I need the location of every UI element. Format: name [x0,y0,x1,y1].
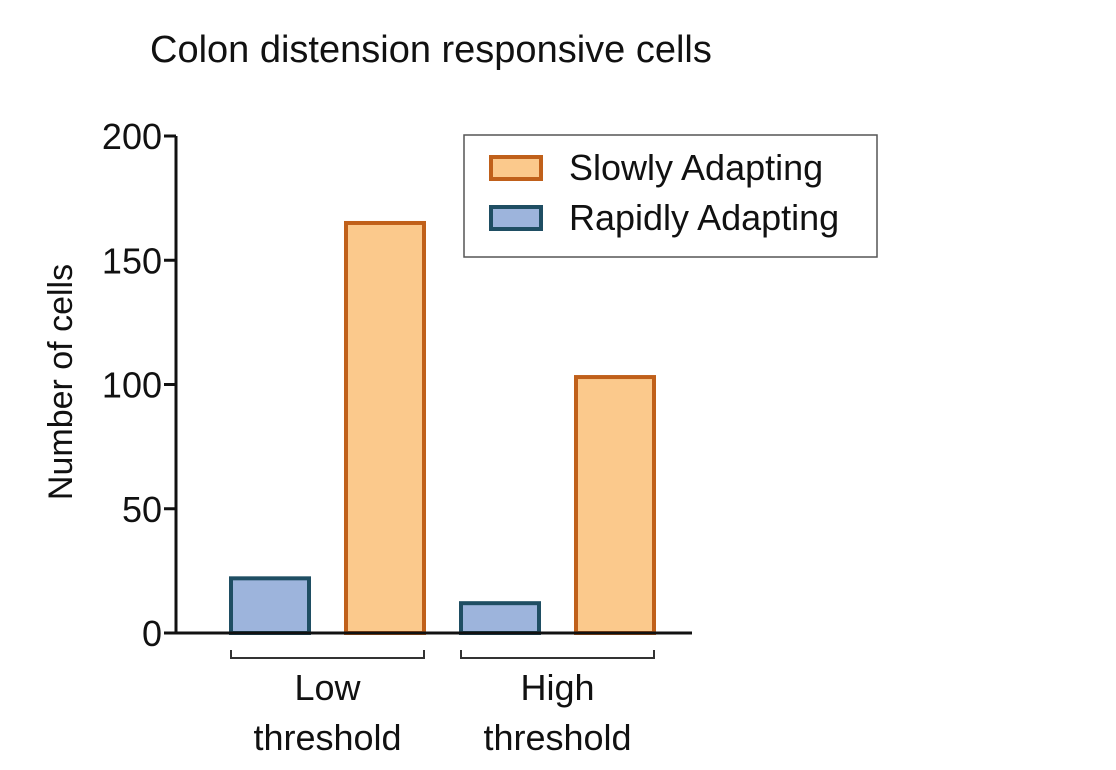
bars [229,220,656,636]
bar-slowly-adapting [344,220,426,635]
group-bracket [230,650,425,659]
legend-swatch [489,205,543,231]
bar-rapidly-adapting [459,601,541,635]
y-tick-label: 0 [142,613,162,654]
legend: Slowly Adapting Rapidly Adapting [463,134,878,258]
bar-rapidly-adapting [229,576,311,636]
group-bracket [460,650,655,659]
x-group-label: threshold [483,717,631,758]
y-axis-label: Number of cells [42,264,80,500]
legend-box [463,134,878,258]
bar-slowly-adapting [574,375,656,636]
y-tick-label: 150 [102,240,162,281]
x-group-label: threshold [253,717,401,758]
legend-label: Slowly Adapting [569,147,823,188]
y-tick-label: 100 [102,365,162,406]
y-axis: 0 50 100 150 200 [102,116,178,654]
x-group-label: High [520,667,594,708]
legend-label: Rapidly Adapting [569,197,839,238]
y-tick-label: 50 [122,489,162,530]
y-tick-label: 200 [102,116,162,157]
x-axis: Low threshold High threshold [176,631,692,758]
x-group-label: Low [294,667,361,708]
legend-swatch [489,155,543,181]
chart-title: Colon distension responsive cells [150,29,712,71]
